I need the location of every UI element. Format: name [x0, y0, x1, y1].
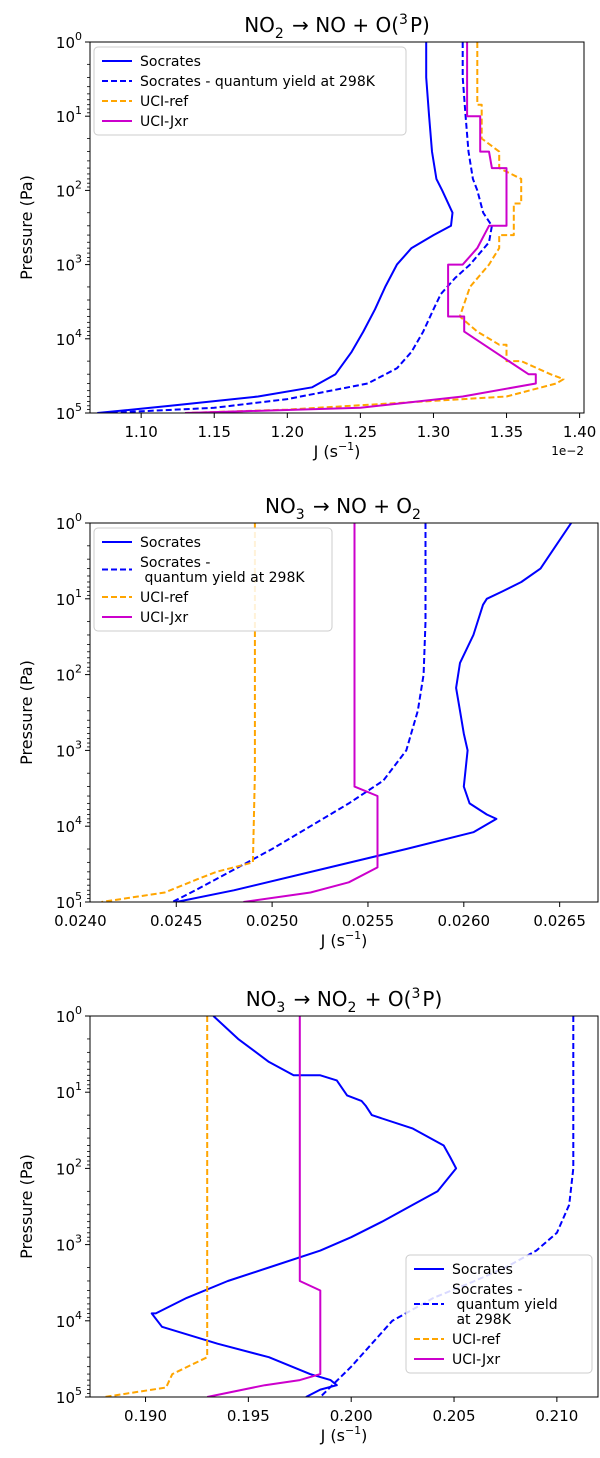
y-tick-label: 101 [56, 1080, 82, 1102]
x-tick-label: 0.0240 [54, 912, 107, 930]
series-line-uci-ref-dashed [184, 42, 565, 413]
x-tick-label: 0.0255 [342, 912, 395, 930]
y-tick-label: 100 [56, 511, 82, 533]
legend-label: UCI-ref [140, 94, 189, 110]
y-tick-label: 101 [56, 587, 82, 609]
legend-label: Socrates - quantum yield at 298K [140, 555, 305, 586]
series-group [104, 1016, 575, 1397]
series-line-uci-ref-dashed [104, 1016, 209, 1397]
x-axis-label: J (s−1) [320, 929, 368, 950]
legend: Socrates Socrates - quantum yield at 298K… [405, 1254, 593, 1374]
y-tick-label: 104 [56, 327, 82, 349]
x-tick-label: 0.210 [535, 1407, 578, 1425]
legend-box [405, 1254, 593, 1374]
legend-label: UCI-Jxr [140, 114, 188, 130]
series-line-uci-jxr [184, 42, 537, 413]
series-line-socrates [150, 1016, 458, 1397]
chart-title: NO3 → NO2 + O(3 P) [246, 986, 443, 1016]
x-tick-label: 1.10 [124, 423, 157, 441]
x-tick-label: 1.20 [271, 423, 304, 441]
y-axis-label: Pressure (Pa) [17, 175, 36, 280]
legend-box [93, 46, 407, 136]
x-tick-label: 1.25 [344, 423, 377, 441]
x-tick-label: 0.0265 [533, 912, 586, 930]
y-tick-label: 102 [56, 178, 82, 200]
chart-panel-1: 1.10 1.15 1.20 1.25 1.30 1.35 1.40 100 101 102 103… [17, 12, 596, 461]
x-tick-label: 1.15 [198, 423, 231, 441]
y-tick-label: 100 [56, 30, 82, 52]
legend-label: UCI-Jxr [140, 610, 188, 626]
chart-title: NO2 → NO + O(3 P) [244, 12, 430, 42]
x-axis-label: J (s−1) [313, 440, 361, 461]
chart-panel-3: 0.190 0.195 0.200 0.205 0.210 100 101 102 103 104… [17, 986, 599, 1445]
x-tick-label: 0.200 [330, 1407, 373, 1425]
y-tick-label: 101 [56, 104, 82, 126]
x-tick-label: 1.35 [490, 423, 523, 441]
legend-box [93, 527, 333, 632]
series-line-uci-jxr [206, 1016, 322, 1397]
x-tick-label: 0.0245 [150, 912, 203, 930]
legend-label: Socrates [452, 1262, 513, 1278]
y-axis-label: Pressure (Pa) [17, 660, 36, 765]
y-tick-label: 100 [56, 1004, 82, 1026]
y-tick-label: 105 [56, 890, 82, 912]
y-tick-label: 102 [56, 1156, 82, 1178]
y-tick-label: 102 [56, 663, 82, 685]
legend-label: UCI-ref [452, 1332, 501, 1348]
series-group [97, 42, 565, 413]
series-line-socrates [176, 523, 573, 902]
series-line-socrates-quantum-yield-at-298k-dashed [104, 42, 493, 413]
y-tick-label: 103 [56, 738, 82, 760]
y-tick-label: 103 [56, 1233, 82, 1255]
y-axis-label: Pressure (Pa) [17, 1154, 36, 1259]
y-tick-label: 103 [56, 253, 82, 275]
legend-label: UCI-ref [140, 590, 189, 606]
chart-title: NO3 → NO + O2 [265, 494, 423, 523]
y-tick-label: 105 [56, 401, 82, 423]
series-line-uci-ref-dashed [101, 523, 256, 902]
legend-label: Socrates - quantum yield at 298K [140, 74, 376, 90]
x-tick-label: 0.205 [433, 1407, 476, 1425]
x-tick-label: 0.195 [227, 1407, 270, 1425]
series-line-socrates [97, 42, 454, 413]
x-tick-label: 0.190 [124, 1407, 167, 1425]
plot-frame [89, 522, 599, 903]
legend-label: Socrates [140, 535, 201, 551]
legend: Socrates Socrates - quantum yield at 298K… [93, 527, 333, 632]
y-tick-label: 105 [56, 1385, 82, 1407]
series-line-uci-jxr [243, 523, 379, 902]
plot-frame [89, 1015, 599, 1398]
x-tick-label: 0.0250 [246, 912, 299, 930]
x-axis-label: J (s−1) [320, 1424, 368, 1445]
chart-panel-2: 0.0240 0.0245 0.0250 0.0255 0.0260 0.0265 100 1… [17, 494, 599, 950]
legend-label: Socrates - quantum yield at 298K [452, 1282, 558, 1328]
x-tick-label: 0.0260 [438, 912, 491, 930]
legend: Socrates Socrates - quantum yield at 298K… [93, 46, 407, 136]
plot-frame [89, 41, 585, 414]
y-tick-label: 104 [56, 1309, 82, 1331]
y-tick-label: 104 [56, 814, 82, 836]
x-tick-label: 1.40 [563, 423, 596, 441]
x-tick-label: 1.30 [417, 423, 450, 441]
series-group [101, 523, 573, 902]
legend-label: UCI-Jxr [452, 1352, 500, 1368]
x-scale-offset-label: 1e−2 [551, 444, 584, 458]
legend-label: Socrates [140, 54, 201, 70]
